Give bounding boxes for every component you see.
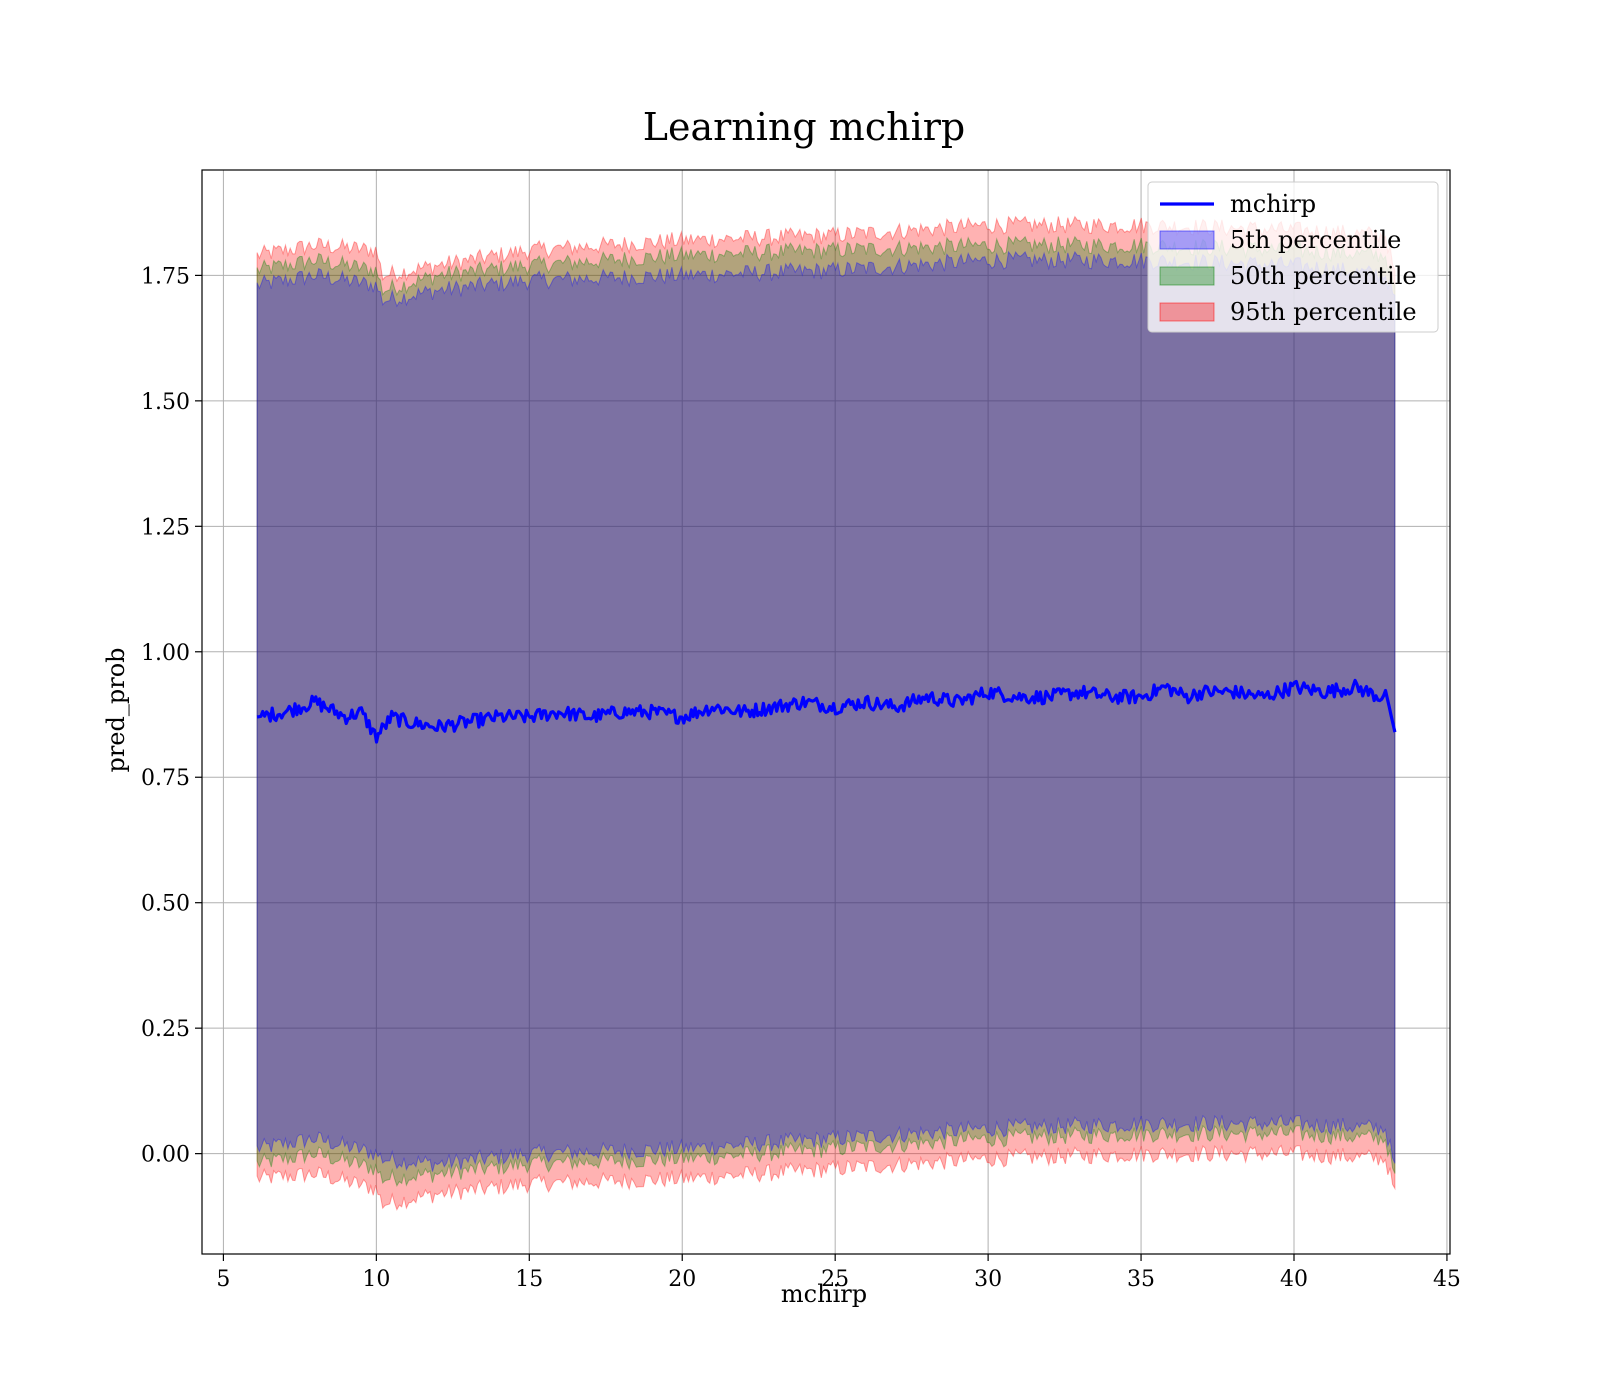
x-tick-label: 35 xyxy=(1127,1267,1155,1292)
x-tick-label: 40 xyxy=(1280,1267,1308,1292)
x-tick-label: 5 xyxy=(216,1267,230,1292)
y-tick-label: 1.25 xyxy=(141,515,190,540)
y-tick-label: 0.00 xyxy=(141,1143,190,1168)
x-axis-label: mchirp xyxy=(781,1280,867,1308)
x-tick-label: 45 xyxy=(1433,1267,1461,1292)
legend-swatch-50th xyxy=(1159,266,1215,286)
x-tick-label: 15 xyxy=(515,1267,543,1292)
y-tick-label: 0.75 xyxy=(141,766,190,791)
legend-label-mchirp: mchirp xyxy=(1230,190,1316,218)
x-tick-label: 25 xyxy=(821,1267,849,1292)
chart-title: Learning mchirp xyxy=(643,105,965,149)
legend-label-95th: 95th percentile xyxy=(1230,298,1417,326)
x-tick-label: 20 xyxy=(668,1267,696,1292)
legend-box xyxy=(1147,181,1439,333)
mchirp-line xyxy=(256,678,1397,744)
legend-label-50th: 50th percentile xyxy=(1230,262,1417,290)
x-tick-label: 30 xyxy=(974,1267,1002,1292)
y-tick-label: 1.75 xyxy=(141,264,190,289)
y-tick-label: 0.50 xyxy=(141,892,190,917)
y-tick-label: 0.25 xyxy=(141,1017,190,1042)
legend-swatch-5th xyxy=(1159,230,1215,250)
y-tick-label: 1.50 xyxy=(141,390,190,415)
y-tick-label: 1.00 xyxy=(141,641,190,666)
legend-swatch-95th xyxy=(1159,302,1215,322)
plot-frame xyxy=(201,169,1451,1255)
y-axis-label: pred_prob xyxy=(102,647,130,772)
legend-label-5th: 5th percentile xyxy=(1230,226,1401,254)
plot-area: 5 10 15 20 25 30 35 40 45 0.00 0.25 0.50 0.75 1.00 1.2… xyxy=(141,169,1461,1292)
x-tick-label: 10 xyxy=(362,1267,390,1292)
